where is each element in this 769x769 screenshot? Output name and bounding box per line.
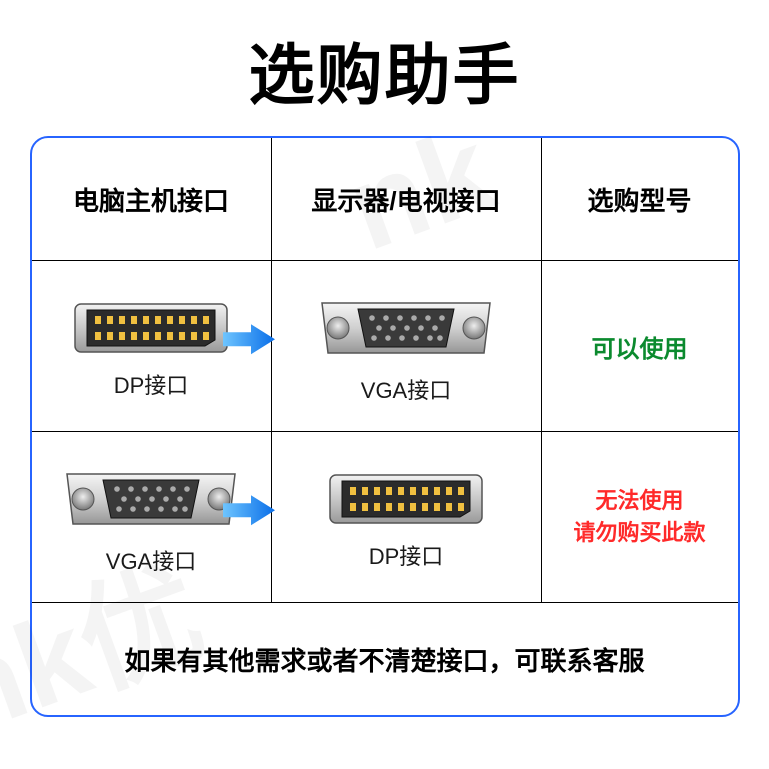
port-label: VGA接口 — [361, 373, 451, 405]
cell-target: VGA接口 — [272, 261, 542, 431]
cell-source: VGA接口 — [32, 432, 272, 602]
cell-target: DP接口 — [272, 432, 542, 602]
port-label: DP接口 — [369, 539, 444, 571]
header-source: 电脑主机接口 — [32, 138, 272, 260]
vga-connector-icon — [61, 458, 241, 540]
port-label: DP接口 — [114, 368, 189, 400]
arrow-icon — [221, 493, 277, 527]
cell-source: DP接口 — [32, 261, 272, 431]
port-label: VGA接口 — [106, 544, 196, 576]
page-title: 选购助手 — [249, 22, 521, 118]
status-bad-text: 无法使用请勿购买此款 — [573, 485, 705, 549]
dp-connector-icon — [326, 463, 486, 535]
dp-connector-icon — [71, 292, 231, 364]
port-dp: DP接口 — [71, 292, 231, 400]
table-header-row: 电脑主机接口 显示器/电视接口 选购型号 — [32, 138, 738, 261]
port-vga: VGA接口 — [316, 287, 496, 405]
port-vga: VGA接口 — [61, 458, 241, 576]
header-target: 显示器/电视接口 — [272, 138, 542, 260]
cell-status: 无法使用请勿购买此款 — [542, 432, 738, 602]
vga-connector-icon — [316, 287, 496, 369]
arrow-icon — [221, 322, 277, 356]
table-row: DP接口 — [32, 261, 738, 432]
table-footer-row: 如果有其他需求或者不清楚接口，可联系客服 — [32, 603, 738, 715]
status-ok-text: 可以使用 — [592, 329, 688, 364]
cell-status: 可以使用 — [542, 261, 738, 431]
header-model: 选购型号 — [542, 138, 738, 260]
compatibility-table: 电脑主机接口 显示器/电视接口 选购型号 — [30, 136, 740, 717]
footer-note: 如果有其他需求或者不清楚接口，可联系客服 — [124, 641, 644, 678]
port-dp: DP接口 — [326, 463, 486, 571]
table-row: VGA接口 DP接口 无法使用请勿购买此款 — [32, 432, 738, 603]
